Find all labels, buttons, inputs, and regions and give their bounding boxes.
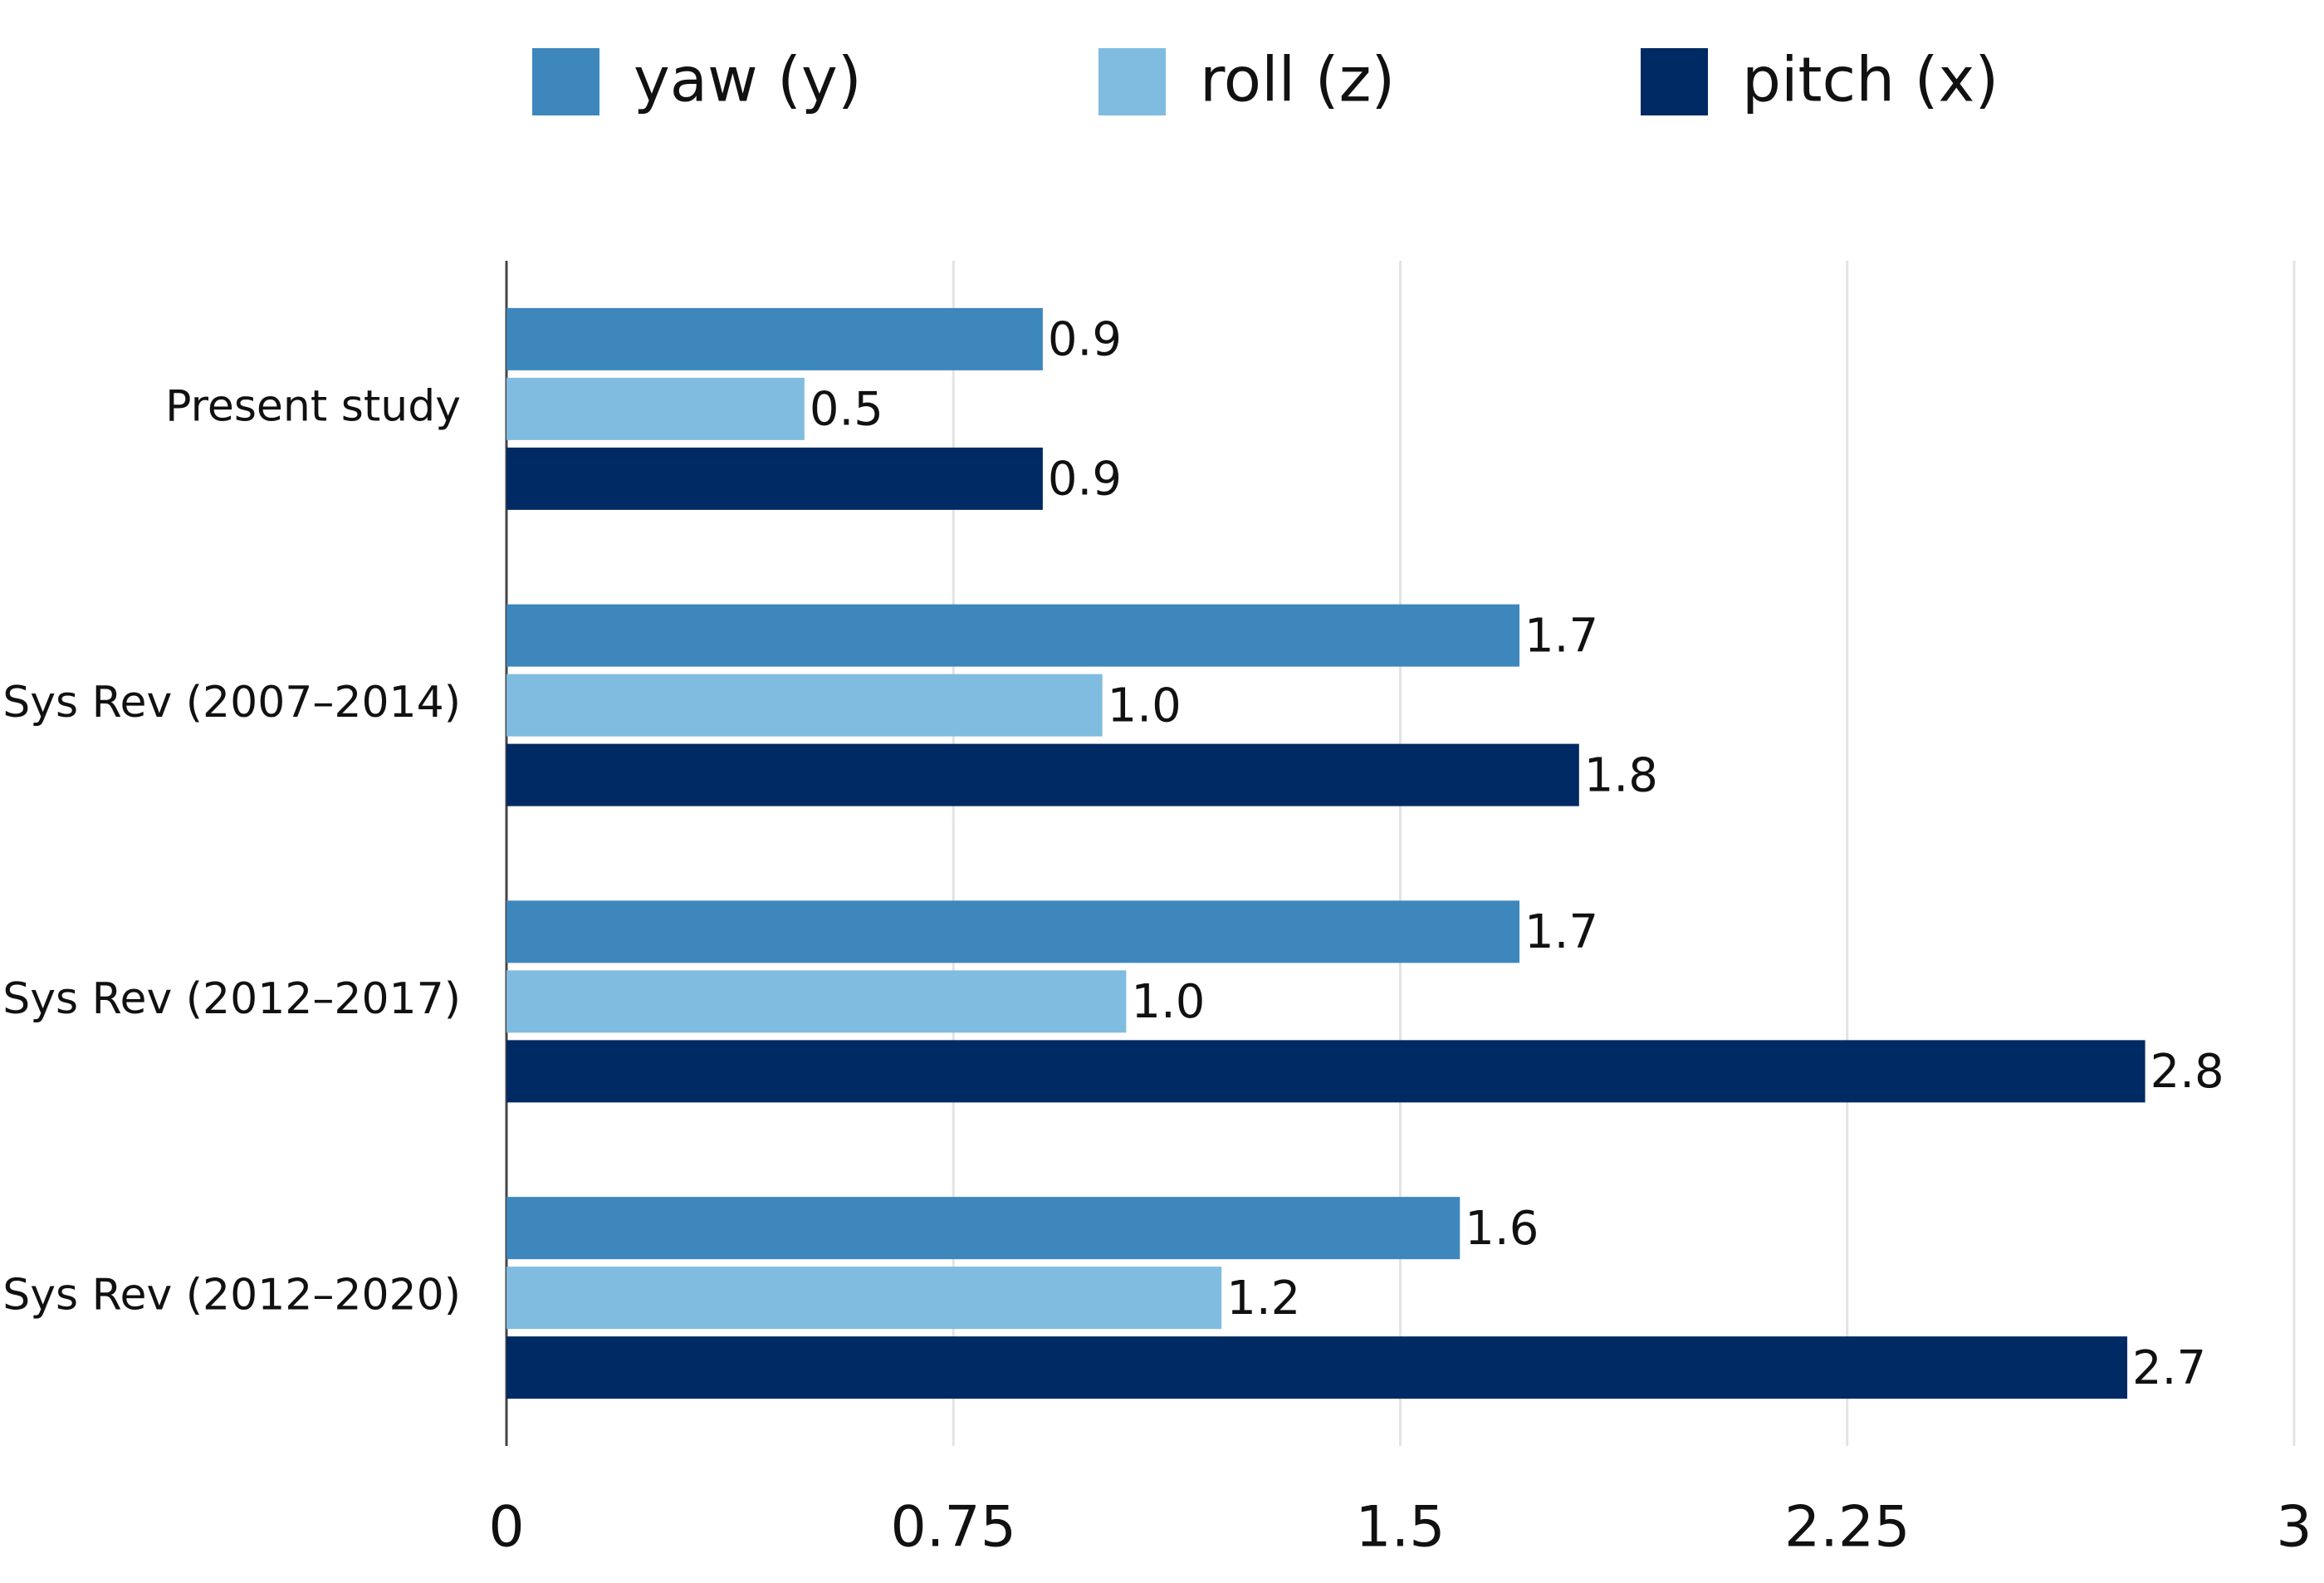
y-tick-label: Present study: [165, 381, 461, 431]
legend-swatch: [1641, 48, 1708, 115]
value-label: 1.7: [1524, 905, 1598, 959]
value-label: 1.0: [1108, 679, 1182, 733]
legend-label: yaw (y): [634, 45, 862, 116]
bar: [506, 377, 805, 440]
legend-swatch: [1098, 48, 1166, 115]
bar: [506, 1197, 1460, 1260]
bar: [506, 674, 1103, 737]
y-tick-label: Sys Rev (2012–2017): [2, 974, 461, 1024]
y-tick-label: Sys Rev (2012–2020): [2, 1271, 461, 1321]
x-tick-label: 0: [488, 1495, 524, 1561]
value-label: 0.9: [1048, 313, 1122, 367]
x-tick-label: 2.25: [1784, 1495, 1910, 1561]
value-label: 2.8: [2150, 1045, 2224, 1099]
bar: [506, 970, 1127, 1033]
legend-label: roll (z): [1200, 45, 1395, 116]
value-label: 0.9: [1048, 453, 1122, 507]
legend-label: pitch (x): [1742, 45, 1999, 116]
bar: [506, 1267, 1222, 1330]
bar: [506, 1336, 2128, 1399]
y-tick-label: Sys Rev (2007–2014): [2, 678, 461, 728]
value-label: 1.2: [1226, 1272, 1300, 1326]
x-tick-label: 1.5: [1355, 1495, 1445, 1561]
value-label: 1.0: [1131, 975, 1205, 1029]
bar: [506, 307, 1043, 370]
bar: [506, 900, 1520, 963]
bar: [506, 1040, 2145, 1103]
value-label: 1.7: [1524, 609, 1598, 663]
legend-swatch: [532, 48, 599, 115]
bar: [506, 447, 1043, 510]
bar: [506, 604, 1520, 667]
bar: [506, 743, 1579, 806]
value-label: 2.7: [2132, 1341, 2206, 1395]
value-label: 1.8: [1584, 748, 1658, 802]
value-label: 0.5: [810, 383, 883, 437]
x-tick-label: 3: [2276, 1495, 2312, 1561]
x-tick-label: 0.75: [891, 1495, 1016, 1561]
value-label: 1.6: [1465, 1202, 1539, 1256]
